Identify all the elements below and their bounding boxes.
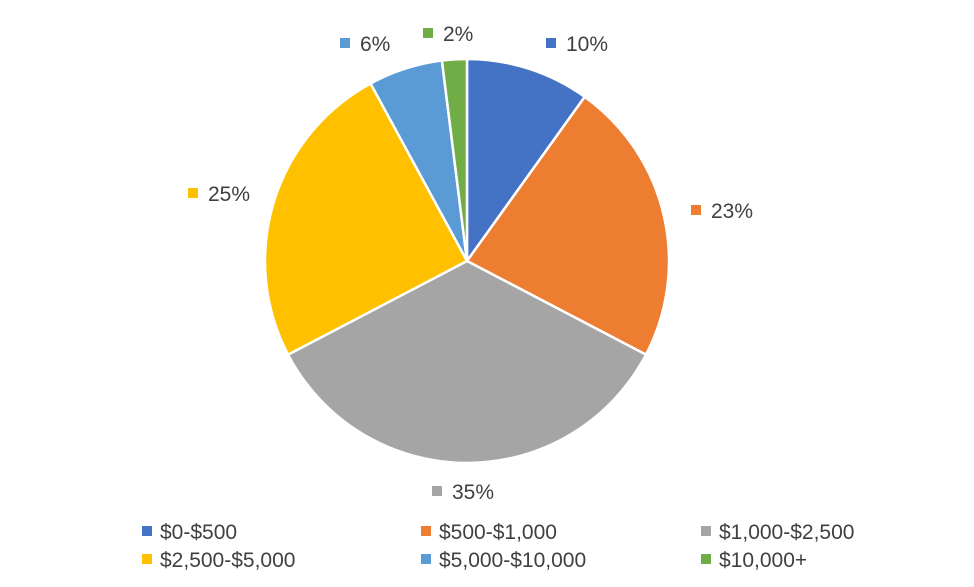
pie-slice-10000plus xyxy=(440,57,469,263)
legend-marker-10000plus xyxy=(701,554,711,564)
legend: $0-$500 $500-$1,000 $1,000-$2,500 $2,500-$5… xyxy=(142,521,854,572)
legend-label-0-500: $0-$500 xyxy=(160,521,237,544)
pie-slices xyxy=(263,57,671,465)
legend-marker-5000-10000 xyxy=(421,554,431,564)
pie-slice-2500-5000 xyxy=(263,82,469,356)
data-label-0-500: 10% xyxy=(566,33,608,56)
legend-label-5000-10000: $5,000-$10,000 xyxy=(439,549,586,572)
data-label-marker-1000-2500 xyxy=(432,486,442,496)
legend-label-1000-2500: $1,000-$2,500 xyxy=(719,521,854,544)
pie-slice-0-500 xyxy=(465,57,586,263)
pie-slice-1000-2500 xyxy=(286,259,648,465)
data-label-1000-2500: 35% xyxy=(452,481,494,504)
pie-slice-500-1000 xyxy=(465,95,671,356)
legend-label-500-1000: $500-$1,000 xyxy=(439,521,557,544)
legend-marker-500-1000 xyxy=(421,526,431,536)
legend-marker-1000-2500 xyxy=(701,526,711,536)
data-label-marker-2500-5000 xyxy=(188,188,198,198)
data-label-2500-5000: 25% xyxy=(208,183,250,206)
data-label-marker-0-500 xyxy=(546,38,556,48)
data-label-marker-10000plus xyxy=(423,28,433,38)
legend-label-2500-5000: $2,500-$5,000 xyxy=(160,549,295,572)
legend-label-10000plus: $10,000+ xyxy=(719,549,807,572)
data-labels: 10% 23% 35% 25% 6% 2% xyxy=(188,23,753,504)
data-label-5000-10000: 6% xyxy=(360,33,390,56)
legend-marker-2500-5000 xyxy=(142,554,152,564)
data-label-marker-500-1000 xyxy=(691,205,701,215)
data-label-marker-5000-10000 xyxy=(340,38,350,48)
legend-marker-0-500 xyxy=(142,526,152,536)
data-label-500-1000: 23% xyxy=(711,200,753,223)
data-label-10000plus: 2% xyxy=(443,23,473,46)
